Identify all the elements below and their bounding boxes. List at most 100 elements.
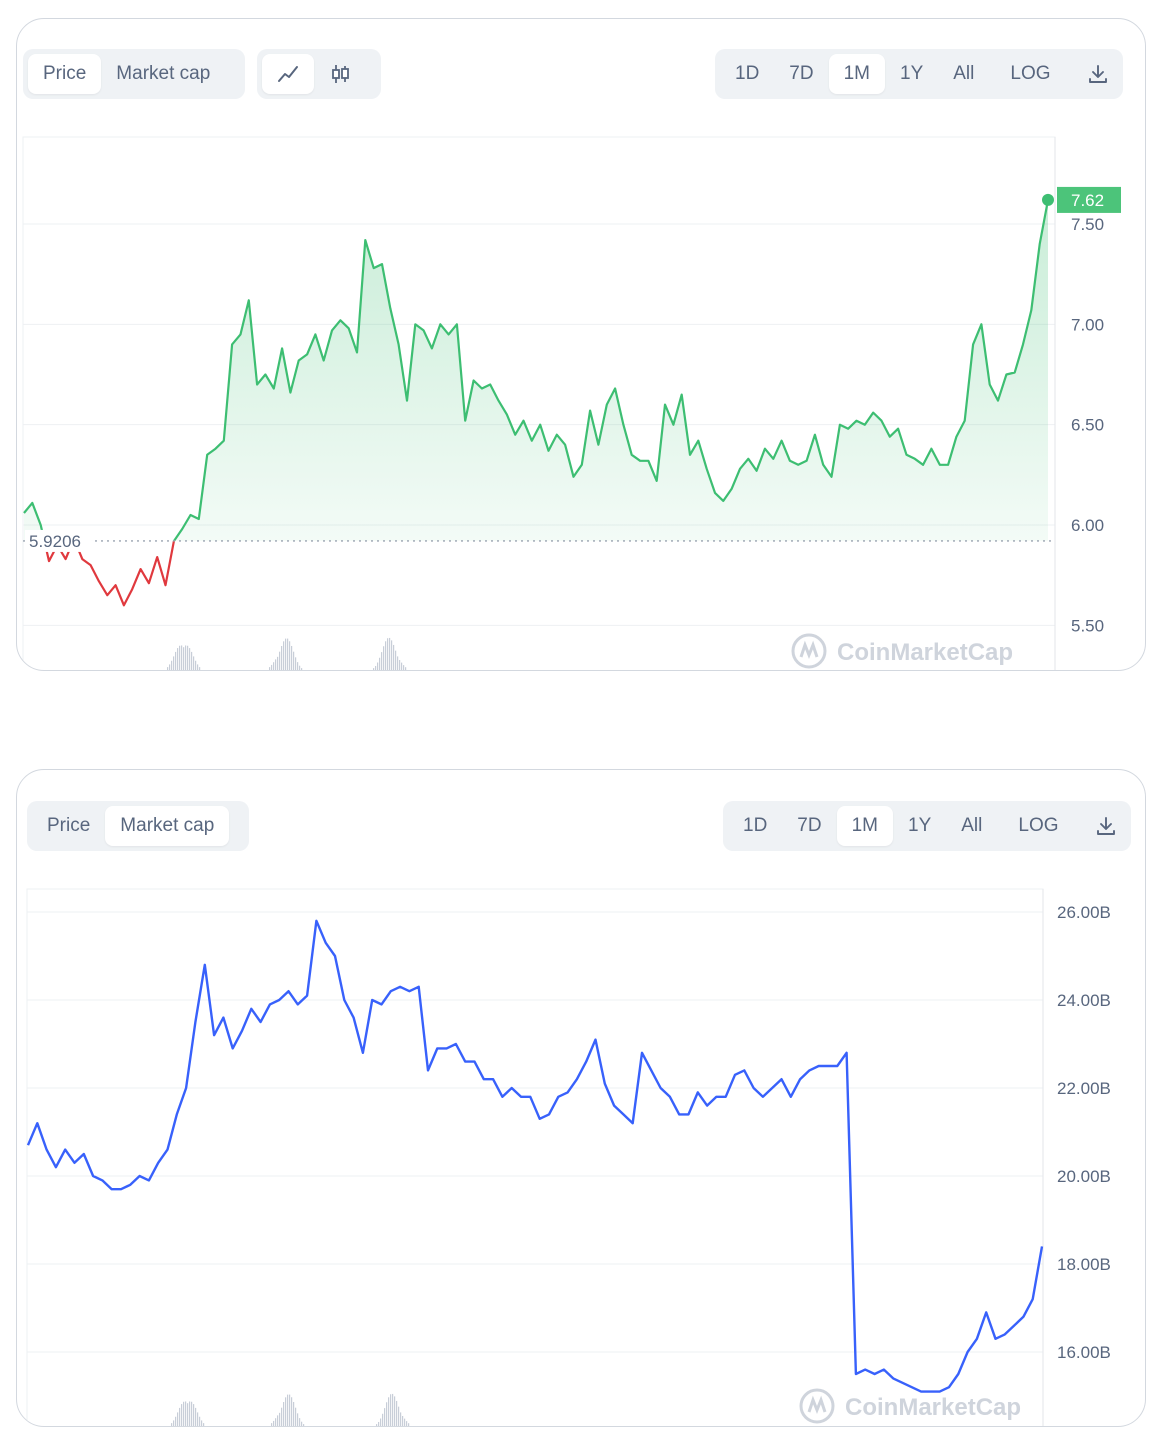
volume-bar	[271, 1423, 273, 1426]
line-chart-icon[interactable]	[262, 54, 314, 94]
download-icon[interactable]	[1072, 54, 1124, 94]
volume-bar	[179, 1407, 181, 1426]
y-tick-label: 26.00B	[1057, 903, 1111, 922]
volume-bar	[394, 1396, 396, 1426]
tab-price[interactable]: Price	[28, 54, 102, 94]
volume-bar	[283, 641, 285, 670]
volume-bar	[402, 1415, 404, 1426]
log-scale-button[interactable]: LOG	[1018, 815, 1059, 836]
range-7d[interactable]: 7D	[789, 63, 814, 84]
volume-bar	[279, 1412, 281, 1426]
volume-bar	[181, 645, 183, 670]
range-1y[interactable]: 1Y	[900, 63, 924, 84]
price-chart-plot: CoinMarketCap 5.9206 7.50 7.00 6.50 6.00 5.5…	[22, 136, 1121, 670]
volume-bar	[167, 667, 169, 670]
candlestick-icon[interactable]	[314, 54, 366, 94]
volume-bar	[173, 1420, 175, 1426]
range-1d[interactable]: 1D	[743, 815, 768, 836]
volume-bar	[391, 640, 393, 670]
watermark: CoinMarketCap	[791, 633, 1013, 669]
volume-bar	[388, 1397, 390, 1426]
volume-bar	[285, 638, 287, 670]
volume-bar	[389, 637, 391, 670]
y-tick-label: 7.50	[1071, 215, 1104, 234]
volume-bar	[281, 1407, 283, 1426]
volume-bar	[181, 1404, 183, 1426]
price-marketcap-toggle: Price Market cap	[27, 801, 249, 851]
range-1m[interactable]: 1M	[828, 54, 885, 94]
volume-bar	[271, 664, 273, 670]
price-chart-card: Price Market cap 1D 7D 1M 1Y All LOG	[16, 18, 1146, 671]
volume-bar	[183, 647, 185, 670]
volume-bar	[297, 662, 299, 670]
volume-bar	[408, 1423, 410, 1426]
volume-bar	[387, 638, 389, 670]
volume-bar	[295, 657, 297, 670]
volume-bar	[301, 1421, 303, 1426]
volume-bar	[381, 652, 383, 670]
range-7d[interactable]: 7D	[797, 815, 822, 836]
volume-bar	[293, 651, 295, 670]
download-icon[interactable]	[1080, 806, 1132, 846]
volume-bar	[191, 651, 193, 670]
volume-bar	[197, 1412, 199, 1426]
range-1d[interactable]: 1D	[735, 63, 760, 84]
volume-bar	[171, 1423, 173, 1426]
volume-bar	[199, 667, 201, 670]
volume-bar	[183, 1401, 185, 1426]
volume-bar	[373, 668, 375, 670]
volume-bar	[401, 662, 403, 670]
log-scale-button[interactable]: LOG	[1010, 63, 1051, 84]
volume-bar	[185, 1401, 187, 1426]
volume-bar	[403, 665, 405, 670]
volume-bar	[175, 1416, 177, 1426]
volume-bar	[275, 1418, 277, 1426]
y-tick-label: 24.00B	[1057, 991, 1111, 1010]
volume-bar	[376, 1424, 378, 1426]
volume-bar	[406, 1421, 408, 1426]
volume-bar	[279, 651, 281, 670]
range-all[interactable]: All	[961, 815, 983, 836]
volume-bar	[195, 1407, 197, 1426]
current-price-label: 7.62	[1071, 191, 1104, 210]
range-all[interactable]: All	[953, 63, 975, 84]
price-line-up	[23, 199, 1050, 541]
y-tick-label: 6.00	[1071, 516, 1104, 535]
range-1y[interactable]: 1Y	[908, 815, 932, 836]
volume-bar	[398, 1406, 400, 1426]
volume-bar	[386, 1402, 388, 1426]
volume-bar	[179, 645, 181, 670]
volume-bar	[390, 1394, 392, 1426]
volume-bar	[384, 1408, 386, 1426]
volume-bar	[277, 1415, 279, 1426]
tab-market-cap[interactable]: Market cap	[116, 63, 211, 84]
volume-bar	[273, 662, 275, 670]
tab-price[interactable]: Price	[47, 815, 91, 836]
y-tick-label: 6.50	[1071, 416, 1104, 435]
volume-bar	[303, 1424, 305, 1426]
volume-bar	[382, 1413, 384, 1426]
volume-bar	[201, 1420, 203, 1426]
y-tick-label: 16.00B	[1057, 1343, 1111, 1362]
volume-bar	[189, 648, 191, 670]
volume-bar	[191, 1401, 193, 1426]
current-price-badge	[1057, 186, 1121, 213]
tab-market-cap[interactable]: Market cap	[105, 806, 230, 846]
price-marketcap-toggle: Price Market cap	[23, 49, 245, 99]
price-area-fill	[24, 199, 1048, 541]
y-tick-label: 18.00B	[1057, 1255, 1111, 1274]
volume-bar	[297, 1413, 299, 1426]
volume-bar	[291, 645, 293, 670]
volume-bar	[185, 645, 187, 670]
volume-bar	[287, 638, 289, 670]
watermark: CoinMarketCap	[799, 1388, 1021, 1424]
volume-bar	[395, 650, 397, 670]
volume-bar	[377, 662, 379, 670]
range-1m[interactable]: 1M	[836, 806, 893, 846]
baseline-label: 5.9206	[29, 532, 81, 551]
market-cap-chart-plot: CoinMarketCap 26.00B 24.00B 22.00B 20.00B 18…	[26, 888, 1111, 1426]
y-tick-label: 20.00B	[1057, 1167, 1111, 1186]
time-range-selector: 1D 7D 1M 1Y All LOG	[723, 801, 1131, 851]
baseline-label-bg	[25, 529, 91, 552]
volume-bar	[393, 644, 395, 670]
